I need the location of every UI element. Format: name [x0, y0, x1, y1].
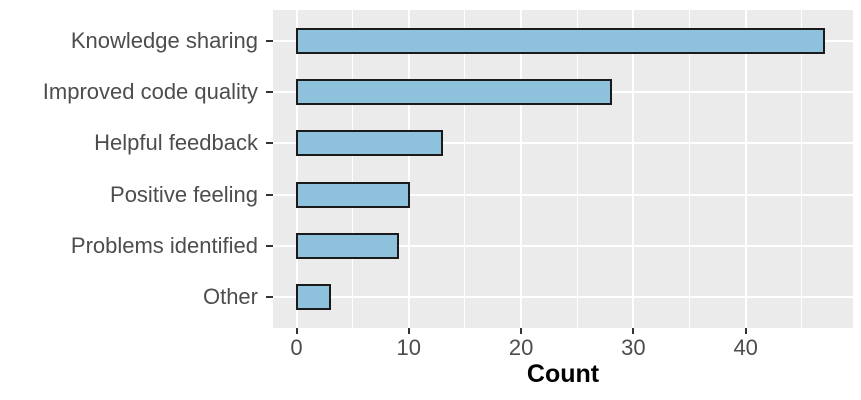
x-tick-mark	[520, 328, 523, 334]
category-label: Positive feeling	[110, 181, 258, 207]
x-axis-title: Count	[526, 360, 600, 388]
y-tick-mark	[266, 193, 273, 196]
x-tick-label: 40	[733, 335, 758, 360]
y-tick-mark	[266, 244, 273, 247]
major-gridline-y	[273, 244, 853, 247]
bar-improved-code-quality	[295, 79, 612, 106]
category-label: Knowledge sharing	[70, 27, 258, 53]
major-gridline-x-30	[632, 10, 635, 328]
x-tick-label: 10	[396, 335, 422, 360]
bar-problems-identified	[295, 232, 399, 259]
x-tick-mark	[632, 328, 635, 334]
y-tick-mark	[266, 91, 273, 94]
category-label: Other	[202, 284, 258, 310]
minor-gridline-x-25	[576, 10, 578, 328]
x-tick-label: 0	[290, 335, 303, 360]
major-gridline-x-0	[295, 10, 298, 328]
bar-positive-feeling	[295, 181, 410, 208]
minor-gridline-x-15	[464, 10, 466, 328]
category-label: Helpful feedback	[94, 130, 258, 156]
bar-helpful-feedback	[295, 130, 444, 157]
x-tick-mark	[744, 328, 747, 334]
minor-gridline-x-45	[801, 10, 803, 328]
category-label: Improved code quality	[42, 79, 258, 105]
category-label: Problems identified	[70, 232, 258, 258]
major-gridline-x-10	[407, 10, 410, 328]
x-tick-mark	[407, 328, 410, 334]
major-gridline-x-40	[744, 10, 747, 328]
y-tick-mark	[266, 142, 273, 145]
y-tick-mark	[266, 296, 273, 299]
x-tick-label: 20	[508, 335, 534, 360]
y-tick-mark	[266, 39, 273, 42]
major-gridline-y	[273, 193, 853, 196]
minor-gridline-x-5	[352, 10, 354, 328]
bar-other	[295, 284, 332, 311]
x-tick-mark	[295, 328, 298, 334]
major-gridline-x-20	[520, 10, 523, 328]
major-gridline-y	[273, 296, 853, 299]
chart-panel	[273, 10, 853, 328]
major-gridline-y	[273, 142, 853, 145]
minor-gridline-x-35	[689, 10, 691, 328]
bar-knowledge-sharing	[295, 27, 826, 54]
x-tick-label: 30	[621, 335, 646, 360]
